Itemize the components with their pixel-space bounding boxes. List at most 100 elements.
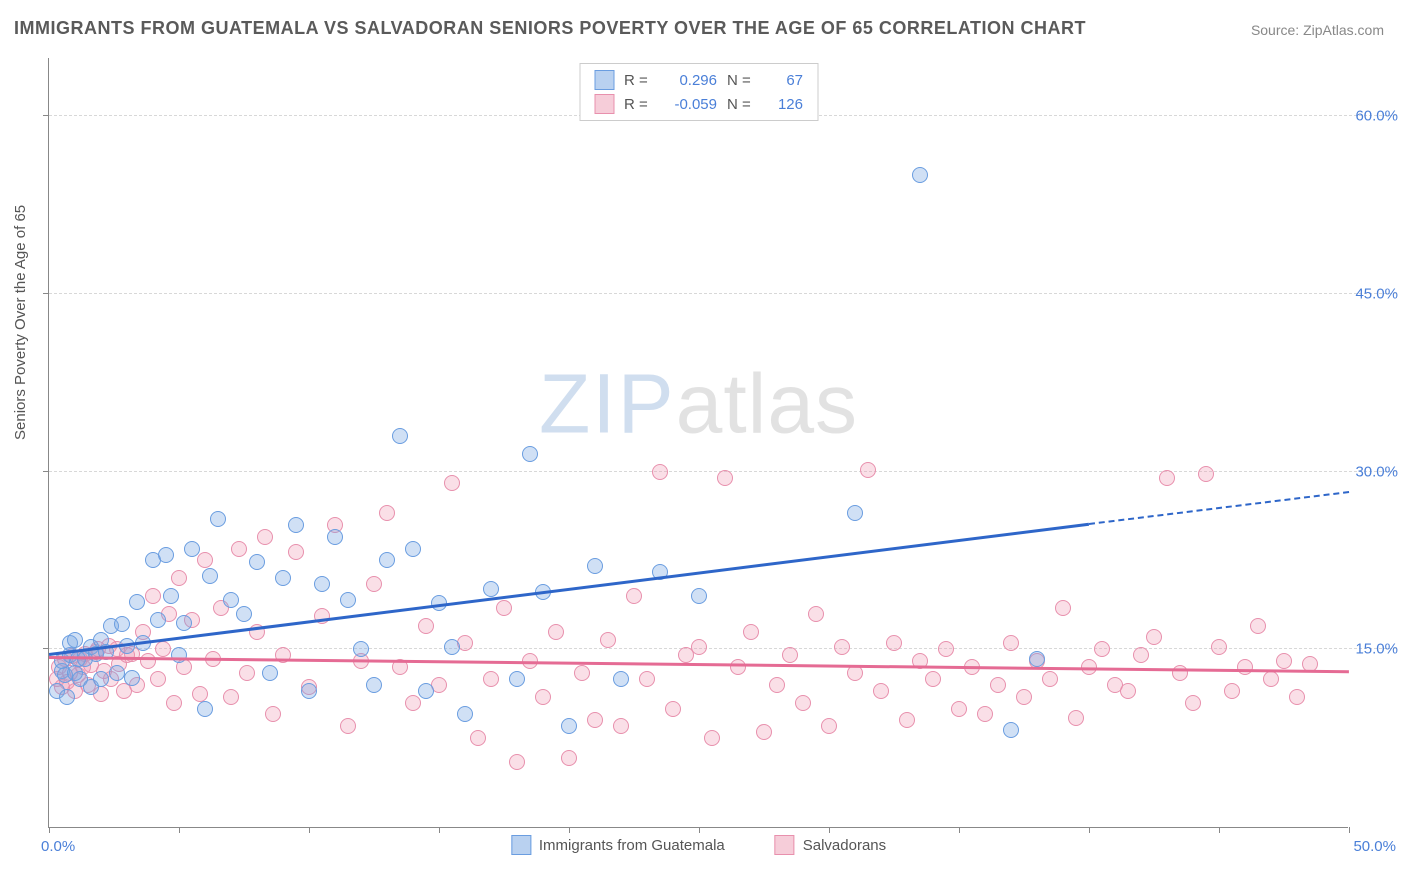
x-tick	[569, 827, 570, 833]
scatter-point	[140, 653, 156, 669]
scatter-point	[114, 616, 130, 632]
scatter-point	[522, 446, 538, 462]
scatter-point	[327, 529, 343, 545]
series-legend: Immigrants from GuatemalaSalvadorans	[511, 835, 886, 855]
y-tick	[43, 115, 49, 116]
scatter-point	[59, 689, 75, 705]
legend-swatch	[594, 94, 614, 114]
scatter-point	[1276, 653, 1292, 669]
scatter-point	[366, 677, 382, 693]
scatter-point	[257, 529, 273, 545]
scatter-point	[262, 665, 278, 681]
scatter-point	[275, 570, 291, 586]
scatter-point	[821, 718, 837, 734]
y-tick-label: 45.0%	[1355, 285, 1398, 302]
legend-swatch	[594, 70, 614, 90]
scatter-point	[93, 671, 109, 687]
scatter-point	[548, 624, 564, 640]
scatter-point	[163, 588, 179, 604]
scatter-point	[1042, 671, 1058, 687]
scatter-point	[600, 632, 616, 648]
x-tick	[1219, 827, 1220, 833]
source-link[interactable]: ZipAtlas.com	[1303, 22, 1384, 38]
scatter-point	[639, 671, 655, 687]
scatter-point	[769, 677, 785, 693]
scatter-point	[231, 541, 247, 557]
x-tick	[959, 827, 960, 833]
scatter-point	[236, 606, 252, 622]
scatter-point	[301, 683, 317, 699]
scatter-point	[496, 600, 512, 616]
scatter-point	[109, 665, 125, 681]
scatter-point	[1003, 722, 1019, 738]
scatter-point	[834, 639, 850, 655]
watermark-atlas: atlas	[676, 357, 858, 451]
chart-title: IMMIGRANTS FROM GUATEMALA VS SALVADORAN …	[14, 18, 1086, 39]
scatter-point	[197, 552, 213, 568]
scatter-point	[166, 695, 182, 711]
scatter-point	[379, 505, 395, 521]
x-tick	[1089, 827, 1090, 833]
scatter-point	[1003, 635, 1019, 651]
series-legend-label: Immigrants from Guatemala	[539, 837, 725, 854]
scatter-point	[176, 615, 192, 631]
scatter-point	[925, 671, 941, 687]
scatter-point	[67, 632, 83, 648]
scatter-point	[1224, 683, 1240, 699]
scatter-point	[288, 544, 304, 560]
scatter-point	[171, 570, 187, 586]
scatter-point	[990, 677, 1006, 693]
scatter-point	[1120, 683, 1136, 699]
scatter-point	[197, 701, 213, 717]
scatter-point	[587, 558, 603, 574]
scatter-point	[1133, 647, 1149, 663]
scatter-point	[444, 475, 460, 491]
correlation-legend: R =0.296N =67R =-0.059N =126	[579, 63, 818, 121]
scatter-point	[288, 517, 304, 533]
scatter-point	[1146, 629, 1162, 645]
scatter-point	[613, 718, 629, 734]
trend-line	[1089, 491, 1349, 525]
scatter-point	[899, 712, 915, 728]
scatter-point	[1250, 618, 1266, 634]
grid-line	[49, 648, 1397, 649]
scatter-point	[145, 588, 161, 604]
scatter-point	[626, 588, 642, 604]
x-tick	[1349, 827, 1350, 833]
scatter-point	[129, 594, 145, 610]
y-tick-label: 15.0%	[1355, 641, 1398, 658]
scatter-point	[587, 712, 603, 728]
x-tick	[439, 827, 440, 833]
scatter-point	[613, 671, 629, 687]
x-tick	[179, 827, 180, 833]
scatter-point	[392, 428, 408, 444]
scatter-point	[860, 462, 876, 478]
scatter-point	[1211, 639, 1227, 655]
scatter-point	[405, 695, 421, 711]
scatter-point	[1263, 671, 1279, 687]
scatter-point	[418, 618, 434, 634]
scatter-point	[873, 683, 889, 699]
scatter-point	[184, 541, 200, 557]
correlation-legend-row: R =0.296N =67	[594, 68, 803, 92]
x-tick	[49, 827, 50, 833]
scatter-point	[886, 635, 902, 651]
x-tick	[829, 827, 830, 833]
scatter-point	[847, 505, 863, 521]
scatter-point	[150, 612, 166, 628]
scatter-point	[665, 701, 681, 717]
chart-container: IMMIGRANTS FROM GUATEMALA VS SALVADORAN …	[0, 0, 1406, 892]
scatter-point	[717, 470, 733, 486]
scatter-point	[691, 639, 707, 655]
scatter-point	[1029, 651, 1045, 667]
scatter-point	[444, 639, 460, 655]
grid-line	[49, 293, 1397, 294]
scatter-point	[561, 718, 577, 734]
scatter-point	[249, 554, 265, 570]
scatter-point	[340, 718, 356, 734]
scatter-point	[561, 750, 577, 766]
scatter-point	[150, 671, 166, 687]
legend-swatch	[775, 835, 795, 855]
r-label: R =	[624, 96, 652, 113]
trend-line	[49, 522, 1089, 655]
